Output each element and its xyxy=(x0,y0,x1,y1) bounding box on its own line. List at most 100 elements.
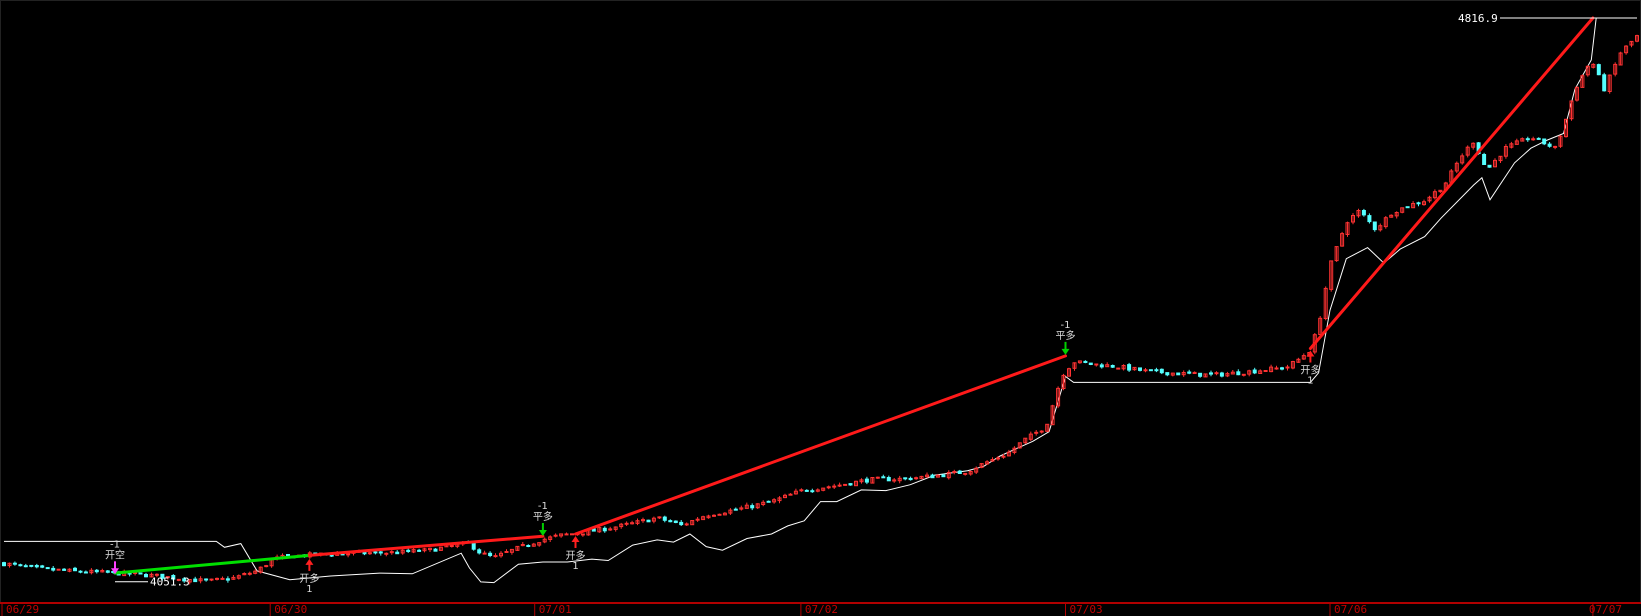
candle-body xyxy=(854,480,858,487)
candle xyxy=(1432,189,1437,200)
candle xyxy=(608,526,613,531)
candle xyxy=(597,525,602,533)
candle-body xyxy=(198,578,203,582)
candle-body xyxy=(542,538,547,543)
candle xyxy=(1121,364,1126,371)
candle xyxy=(1280,366,1284,371)
candle-body xyxy=(1329,260,1334,290)
candle-body xyxy=(990,459,995,462)
candle xyxy=(985,460,990,465)
candle xyxy=(1383,216,1388,229)
candle-body xyxy=(559,533,564,537)
candle-body xyxy=(1427,196,1432,202)
candle xyxy=(799,488,804,492)
candle xyxy=(488,551,493,558)
candle-body xyxy=(695,518,700,521)
candle xyxy=(1241,373,1246,377)
candle xyxy=(1001,453,1006,459)
candle-body xyxy=(815,489,820,492)
candle-body xyxy=(449,545,454,547)
candle xyxy=(821,487,826,492)
candle xyxy=(154,573,159,578)
candle xyxy=(1127,362,1132,372)
candle xyxy=(641,517,645,523)
max-price-marker: 4816.9 xyxy=(1458,12,1597,25)
candle-body xyxy=(1591,63,1596,68)
signal-qty: 1 xyxy=(306,584,312,595)
candle xyxy=(1585,65,1590,77)
candle-body xyxy=(1596,64,1601,76)
candle-body xyxy=(1351,215,1355,223)
candle-body xyxy=(1471,142,1476,148)
candle xyxy=(848,483,853,486)
candle-body xyxy=(1487,164,1492,168)
candle xyxy=(1405,206,1410,209)
candle xyxy=(1056,386,1061,409)
candle xyxy=(662,515,667,523)
candle xyxy=(236,574,241,580)
candle-body xyxy=(83,571,88,574)
candle xyxy=(1236,369,1241,376)
candle xyxy=(1318,316,1323,335)
candle-body xyxy=(1077,360,1082,364)
candle xyxy=(193,576,198,583)
candle-body xyxy=(941,474,946,478)
candle-body xyxy=(821,487,826,491)
candle xyxy=(515,545,520,551)
candle-body xyxy=(1187,371,1192,374)
candle-body xyxy=(810,490,815,493)
candle-body xyxy=(1438,189,1443,193)
candle xyxy=(1006,449,1011,457)
candle-body xyxy=(258,566,263,573)
candle xyxy=(94,569,99,574)
candle-body xyxy=(717,513,722,516)
date-axis-labels: 06/29 06/30 07/01 07/02 07/03 07/06 07/07 xyxy=(1,602,1622,616)
candle-body xyxy=(1493,159,1497,168)
candle-body xyxy=(1247,370,1252,375)
candle-body xyxy=(176,578,181,581)
candle-body xyxy=(826,486,831,489)
candle-body xyxy=(1482,154,1487,165)
candle-body xyxy=(783,494,787,499)
candle xyxy=(722,512,727,516)
candle xyxy=(875,476,880,479)
candle xyxy=(23,563,28,568)
candle xyxy=(1323,286,1328,321)
candle xyxy=(1580,74,1585,88)
candle-body xyxy=(182,578,187,582)
candle xyxy=(504,549,509,553)
candle-body xyxy=(105,570,110,573)
candle xyxy=(422,547,427,553)
candle-body xyxy=(1214,372,1219,375)
candle-body xyxy=(1574,86,1579,101)
candle-body xyxy=(651,517,656,522)
candle-body xyxy=(1558,135,1563,147)
candle xyxy=(886,475,891,482)
candle xyxy=(220,576,225,580)
candle xyxy=(395,550,400,555)
candle xyxy=(83,570,88,574)
candle-body xyxy=(346,553,351,556)
trade-lines-layer xyxy=(113,16,1595,575)
candle-body xyxy=(864,478,869,483)
candle-body xyxy=(799,489,804,492)
candle xyxy=(613,526,618,532)
signal-close-long: -1平多 xyxy=(1056,320,1076,355)
candle-body xyxy=(1105,364,1110,368)
candle xyxy=(717,513,722,516)
candle xyxy=(477,548,482,555)
candle-body xyxy=(641,519,645,522)
arrow-up-icon xyxy=(1306,350,1315,357)
candle xyxy=(1520,137,1525,142)
candle-body xyxy=(1416,202,1421,205)
candle xyxy=(1334,246,1339,262)
candle-body xyxy=(892,479,897,482)
candle-body xyxy=(908,477,913,481)
candle-body xyxy=(1110,365,1115,368)
candle xyxy=(1635,34,1639,43)
candle-body xyxy=(733,508,738,511)
candle xyxy=(1487,164,1492,168)
